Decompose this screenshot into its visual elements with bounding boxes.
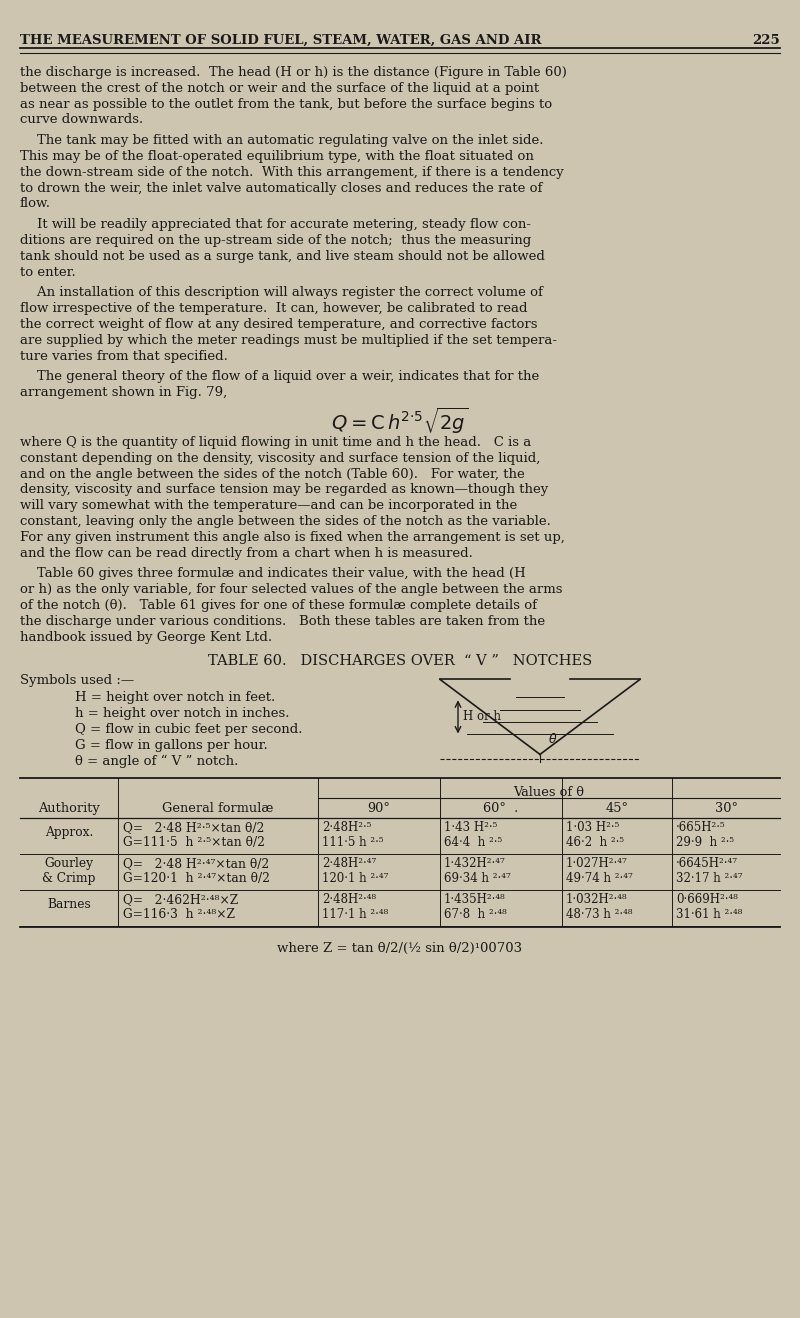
Text: of the notch (θ).   Table 61 gives for one of these formulæ complete details of: of the notch (θ). Table 61 gives for one… xyxy=(20,598,537,612)
Text: ditions are required on the up-stream side of the notch;  thus the measuring: ditions are required on the up-stream si… xyxy=(20,235,531,246)
Text: θ = angle of “ V ” notch.: θ = angle of “ V ” notch. xyxy=(75,754,238,767)
Text: 2·48H²·⁵: 2·48H²·⁵ xyxy=(322,821,371,834)
Text: Symbols used :—: Symbols used :— xyxy=(20,675,134,688)
Text: or h) as the only variable, for four selected values of the angle between the ar: or h) as the only variable, for four sel… xyxy=(20,583,562,596)
Text: 60°  .: 60° . xyxy=(483,803,518,816)
Text: TABLE 60.   DISCHARGES OVER  “ V ”   NOTCHES: TABLE 60. DISCHARGES OVER “ V ” NOTCHES xyxy=(208,655,592,668)
Text: the correct weight of flow at any desired temperature, and corrective factors: the correct weight of flow at any desire… xyxy=(20,318,538,331)
Text: where Z = tan θ/2/(½ sin θ/2)¹00703: where Z = tan θ/2/(½ sin θ/2)¹00703 xyxy=(278,942,522,956)
Text: 69·34 h ²·⁴⁷: 69·34 h ²·⁴⁷ xyxy=(444,871,510,884)
Text: Authority: Authority xyxy=(38,803,100,816)
Text: Q=   2·48 H²·⁵×tan θ/2: Q= 2·48 H²·⁵×tan θ/2 xyxy=(123,821,264,834)
Text: 64·4  h ²·⁵: 64·4 h ²·⁵ xyxy=(444,836,502,849)
Text: curve downwards.: curve downwards. xyxy=(20,113,143,127)
Text: as near as possible to the outlet from the tank, but before the surface begins t: as near as possible to the outlet from t… xyxy=(20,98,552,111)
Text: This may be of the float-operated equilibrium type, with the float situated on: This may be of the float-operated equili… xyxy=(20,150,534,163)
Text: flow.: flow. xyxy=(20,198,51,211)
Text: 67·8  h ²·⁴⁸: 67·8 h ²·⁴⁸ xyxy=(444,908,506,921)
Text: ·6645H²·⁴⁷: ·6645H²·⁴⁷ xyxy=(676,857,738,870)
Text: G = flow in gallons per hour.: G = flow in gallons per hour. xyxy=(75,738,268,751)
Text: G=111·5  h ²·⁵×tan θ/2: G=111·5 h ²·⁵×tan θ/2 xyxy=(123,836,265,849)
Text: G=120·1  h ²·⁴⁷×tan θ/2: G=120·1 h ²·⁴⁷×tan θ/2 xyxy=(123,871,270,884)
Text: 90°: 90° xyxy=(367,803,390,816)
Text: the discharge under various conditions.   Both these tables are taken from the: the discharge under various conditions. … xyxy=(20,614,545,627)
Text: handbook issued by George Kent Ltd.: handbook issued by George Kent Ltd. xyxy=(20,630,272,643)
Text: 1·432H²·⁴⁷: 1·432H²·⁴⁷ xyxy=(444,857,506,870)
Text: 111·5 h ²·⁵: 111·5 h ²·⁵ xyxy=(322,836,383,849)
Text: 30°: 30° xyxy=(714,803,738,816)
Text: ture varies from that specified.: ture varies from that specified. xyxy=(20,349,228,362)
Text: Approx.: Approx. xyxy=(45,825,93,838)
Text: It will be readily appreciated that for accurate metering, steady flow con-: It will be readily appreciated that for … xyxy=(20,219,531,231)
Text: and on the angle between the sides of the notch (Table 60).   For water, the: and on the angle between the sides of th… xyxy=(20,468,525,481)
Text: Table 60 gives three formulæ and indicates their value, with the head (H: Table 60 gives three formulæ and indicat… xyxy=(20,568,526,580)
Text: will vary somewhat with the temperature—and can be incorporated in the: will vary somewhat with the temperature—… xyxy=(20,500,518,513)
Text: arrangement shown in Fig. 79,: arrangement shown in Fig. 79, xyxy=(20,386,227,399)
Text: General formulæ: General formulæ xyxy=(162,803,274,816)
Text: 48·73 h ²·⁴⁸: 48·73 h ²·⁴⁸ xyxy=(566,908,633,921)
Text: 120·1 h ²·⁴⁷: 120·1 h ²·⁴⁷ xyxy=(322,871,388,884)
Text: $Q = \mathrm{C}\,h^{2{\cdot}5}\sqrt{2g}$: $Q = \mathrm{C}\,h^{2{\cdot}5}\sqrt{2g}$ xyxy=(331,406,469,436)
Text: density, viscosity and surface tension may be regarded as known—though they: density, viscosity and surface tension m… xyxy=(20,484,548,497)
Text: H or h: H or h xyxy=(463,710,501,724)
Text: the discharge is increased.  The head (H or h) is the distance (Figure in Table : the discharge is increased. The head (H … xyxy=(20,66,567,79)
Text: h = height over notch in inches.: h = height over notch in inches. xyxy=(75,706,290,720)
Text: 29·9  h ²·⁵: 29·9 h ²·⁵ xyxy=(676,836,734,849)
Text: flow irrespective of the temperature.  It can, however, be calibrated to read: flow irrespective of the temperature. It… xyxy=(20,302,527,315)
Text: The general theory of the flow of a liquid over a weir, indicates that for the: The general theory of the flow of a liqu… xyxy=(20,370,539,384)
Text: 1·027H²·⁴⁷: 1·027H²·⁴⁷ xyxy=(566,857,628,870)
Text: where Q is the quantity of liquid flowing in unit time and h the head.   C is a: where Q is the quantity of liquid flowin… xyxy=(20,436,531,449)
Text: constant depending on the density, viscosity and surface tension of the liquid,: constant depending on the density, visco… xyxy=(20,452,540,465)
Text: Barnes: Barnes xyxy=(47,898,91,911)
Text: H = height over notch in feet.: H = height over notch in feet. xyxy=(75,691,275,704)
Text: Q=   2·48 H²·⁴⁷×tan θ/2: Q= 2·48 H²·⁴⁷×tan θ/2 xyxy=(123,857,270,870)
Text: $\theta$: $\theta$ xyxy=(548,733,558,746)
Text: 2·48H²·⁴⁷: 2·48H²·⁴⁷ xyxy=(322,857,376,870)
Text: Values of θ: Values of θ xyxy=(514,787,585,799)
Text: tank should not be used as a surge tank, and live steam should not be allowed: tank should not be used as a surge tank,… xyxy=(20,250,545,262)
Text: to enter.: to enter. xyxy=(20,266,76,278)
Text: 1·03 H²·⁵: 1·03 H²·⁵ xyxy=(566,821,619,834)
Text: 1·032H²·⁴⁸: 1·032H²·⁴⁸ xyxy=(566,892,628,905)
Text: between the crest of the notch or weir and the surface of the liquid at a point: between the crest of the notch or weir a… xyxy=(20,82,539,95)
Text: are supplied by which the meter readings must be multiplied if the set tempera-: are supplied by which the meter readings… xyxy=(20,333,557,347)
Text: 31·61 h ²·⁴⁸: 31·61 h ²·⁴⁸ xyxy=(676,908,742,921)
Text: Gourley: Gourley xyxy=(45,857,94,870)
Text: constant, leaving only the angle between the sides of the notch as the variable.: constant, leaving only the angle between… xyxy=(20,515,551,529)
Text: An installation of this description will always register the correct volume of: An installation of this description will… xyxy=(20,286,543,299)
Text: 225: 225 xyxy=(752,34,780,47)
Text: THE MEASUREMENT OF SOLID FUEL, STEAM, WATER, GAS AND AIR: THE MEASUREMENT OF SOLID FUEL, STEAM, WA… xyxy=(20,34,542,47)
Text: G=116·3  h ²·⁴⁸×Z: G=116·3 h ²·⁴⁸×Z xyxy=(123,908,235,921)
Text: 0·669H²·⁴⁸: 0·669H²·⁴⁸ xyxy=(676,892,738,905)
Text: & Crimp: & Crimp xyxy=(42,871,96,884)
Text: and the flow can be read directly from a chart when h is measured.: and the flow can be read directly from a… xyxy=(20,547,473,560)
Text: 45°: 45° xyxy=(606,803,629,816)
Text: 1·435H²·⁴⁸: 1·435H²·⁴⁸ xyxy=(444,892,506,905)
Text: 32·17 h ²·⁴⁷: 32·17 h ²·⁴⁷ xyxy=(676,871,742,884)
Text: to drown the weir, the inlet valve automatically closes and reduces the rate of: to drown the weir, the inlet valve autom… xyxy=(20,182,542,195)
Text: Q = flow in cubic feet per second.: Q = flow in cubic feet per second. xyxy=(75,722,302,735)
Text: 1·43 H²·⁵: 1·43 H²·⁵ xyxy=(444,821,498,834)
Text: For any given instrument this angle also is fixed when the arrangement is set up: For any given instrument this angle also… xyxy=(20,531,565,544)
Text: Q=   2·462H²·⁴⁸×Z: Q= 2·462H²·⁴⁸×Z xyxy=(123,892,238,905)
Text: 117·1 h ²·⁴⁸: 117·1 h ²·⁴⁸ xyxy=(322,908,388,921)
Text: 2·48H²·⁴⁸: 2·48H²·⁴⁸ xyxy=(322,892,376,905)
Text: ·665H²·⁵: ·665H²·⁵ xyxy=(676,821,726,834)
Text: 49·74 h ²·⁴⁷: 49·74 h ²·⁴⁷ xyxy=(566,871,633,884)
Text: 46·2  h ²·⁵: 46·2 h ²·⁵ xyxy=(566,836,624,849)
Text: The tank may be fitted with an automatic regulating valve on the inlet side.: The tank may be fitted with an automatic… xyxy=(20,134,543,148)
Text: the down-stream side of the notch.  With this arrangement, if there is a tendenc: the down-stream side of the notch. With … xyxy=(20,166,564,179)
